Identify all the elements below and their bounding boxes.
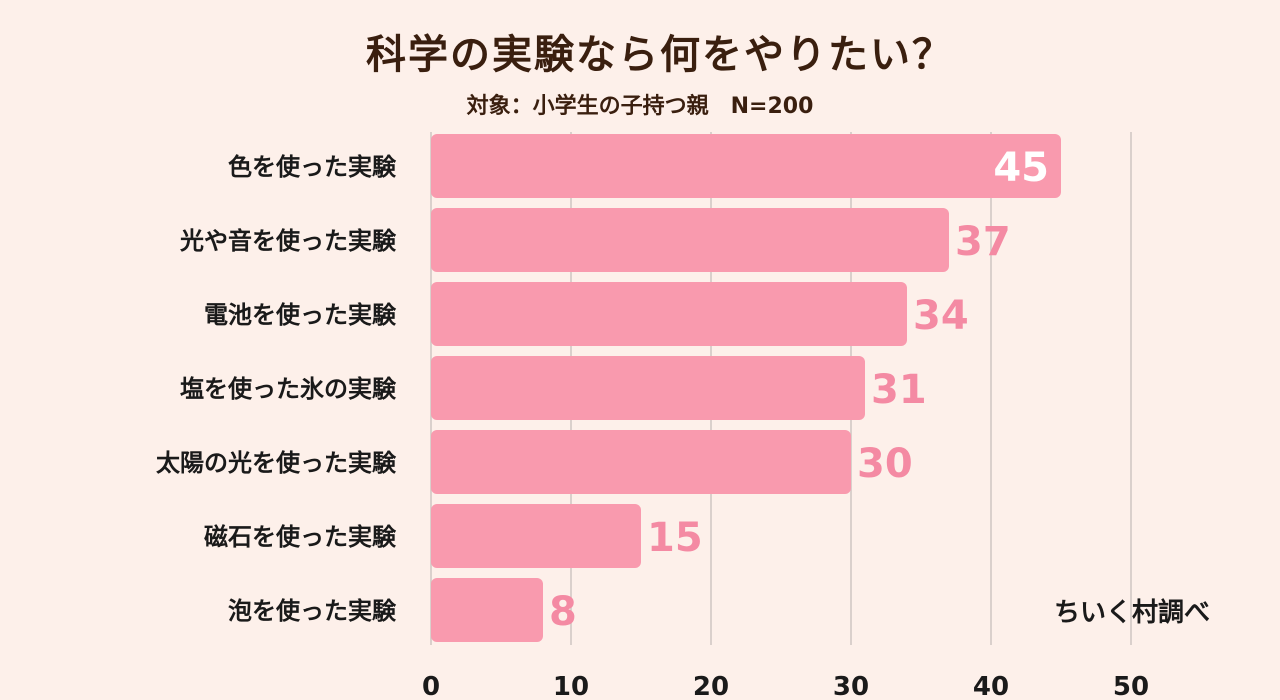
x-tick-label: 0 [422, 672, 440, 700]
bar [431, 430, 851, 494]
source-credit: ちいく村調べ [1053, 598, 1210, 628]
data-label: 15 [647, 515, 703, 561]
data-label: 31 [871, 367, 927, 413]
data-label: 30 [857, 441, 913, 487]
bar [431, 356, 865, 420]
bar [431, 208, 949, 272]
data-label: 45 [993, 145, 1049, 191]
category-label: 色を使った実験 [228, 153, 397, 181]
x-tick-label: 50 [1113, 672, 1149, 700]
bar [431, 282, 907, 346]
value-labels: 45 37 34 31 30 15 8 [549, 145, 1049, 635]
category-label: 電池を使った実験 [204, 301, 397, 329]
x-tick-label: 20 [693, 672, 729, 700]
chart-subtitle: 対象：小学生の子持つ親 N=200 [466, 94, 814, 119]
x-tick-label: 40 [973, 672, 1009, 700]
x-axis-tick-labels: 0 10 20 30 40 50 [422, 672, 1149, 700]
data-label: 37 [955, 219, 1011, 265]
category-label: 塩を使った氷の実験 [180, 375, 397, 403]
x-tick-label: 10 [553, 672, 589, 700]
data-label: 8 [549, 589, 577, 635]
bar [431, 504, 641, 568]
category-label: 磁石を使った実験 [204, 523, 397, 551]
bars [431, 134, 1061, 642]
chart-title: 科学の実験なら何をやりたい？ [366, 32, 954, 78]
category-label: 光や音を使った実験 [179, 227, 397, 255]
category-labels: 色を使った実験光や音を使った実験電池を使った実験塩を使った氷の実験太陽の光を使っ… [156, 153, 397, 625]
bar [431, 134, 1061, 198]
bar [431, 578, 543, 642]
category-label: 泡を使った実験 [228, 597, 397, 625]
data-label: 34 [913, 293, 969, 339]
category-label: 太陽の光を使った実験 [156, 449, 397, 477]
x-tick-label: 30 [833, 672, 869, 700]
